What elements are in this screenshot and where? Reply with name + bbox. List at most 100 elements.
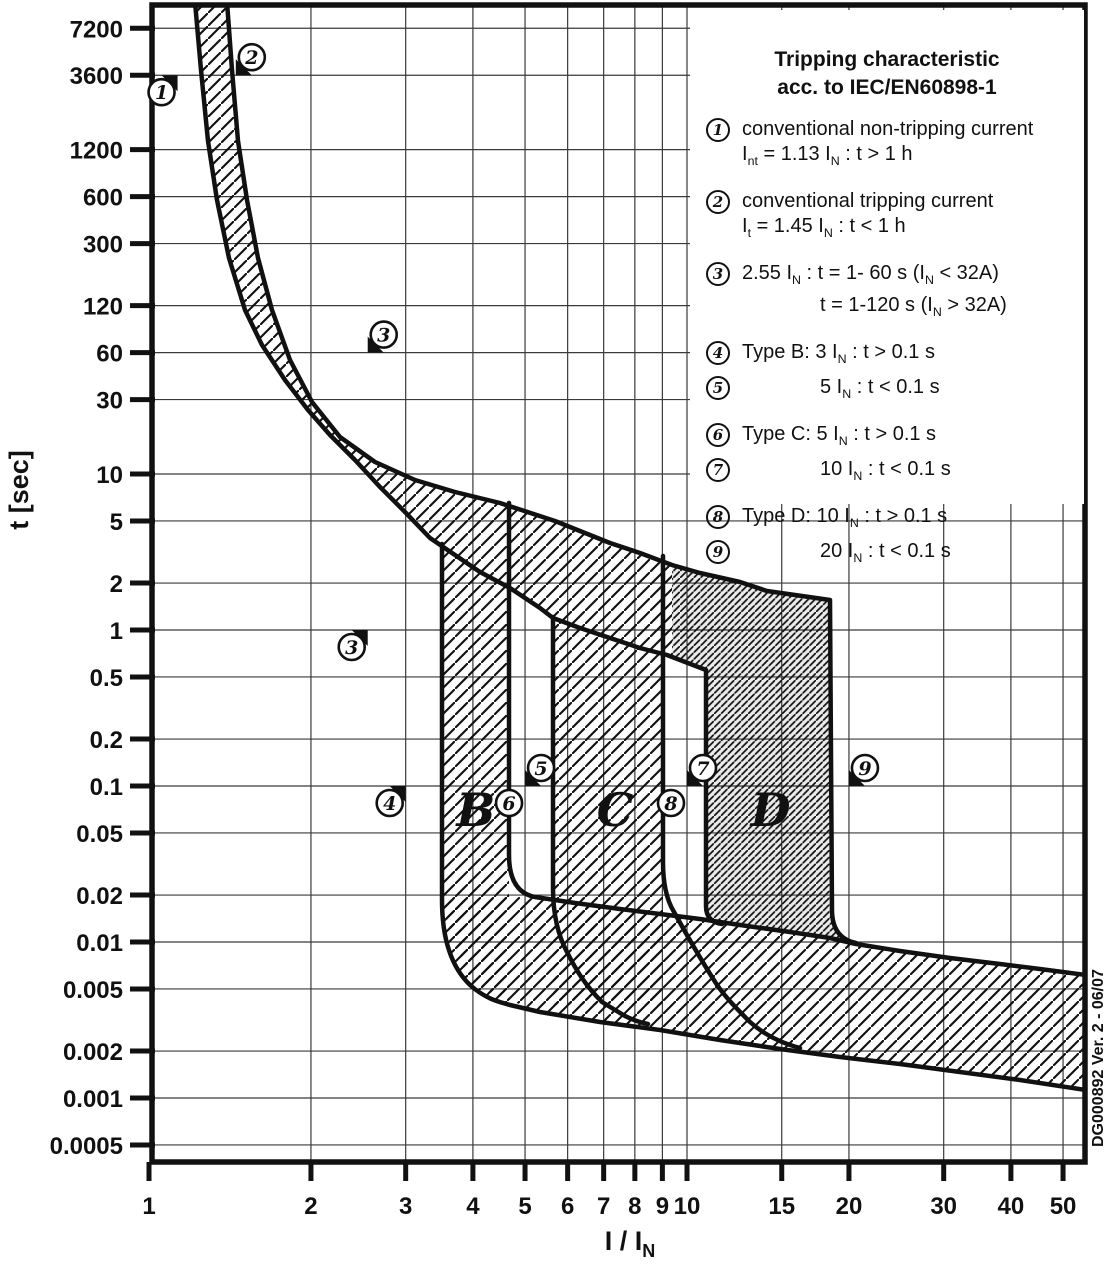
- legend-item-6: 6 Type C: 5 IN : t > 0.1 s: [690, 422, 1084, 454]
- legend-item-text: conventional tripping current It = 1.45 I…: [742, 190, 994, 240]
- legend-item-text: 2.55 IN : t = 1- 60 s (IN < 32A) t = 1-12…: [742, 262, 1007, 319]
- marker-number: 9: [858, 758, 871, 780]
- type-b-upper-limit: [506, 500, 1085, 978]
- x-tick-label-2: 2: [304, 1193, 317, 1220]
- legend-title: Tripping characteristic acc. to IEC/EN60…: [690, 46, 1084, 102]
- legend-item-text: Type D: 10 IN : t > 0.1 s: [742, 505, 948, 530]
- legend-item-3: 3 2.55 IN : t = 1- 60 s (IN < 32A) t = 1-1…: [690, 261, 1084, 325]
- marker-circle: [656, 788, 686, 818]
- y-tick-label-1: 1: [110, 618, 123, 645]
- legend-item-number: 9: [706, 540, 730, 564]
- x-tick-label-20: 20: [836, 1193, 863, 1220]
- x-tick-label-10: 10: [674, 1193, 701, 1220]
- zone-label-C: C: [597, 783, 634, 837]
- y-tick-label-300: 300: [83, 232, 123, 259]
- y-tick-label-0.01: 0.01: [76, 930, 123, 957]
- x-tick-label-15: 15: [768, 1193, 795, 1220]
- non-tripping-curve-1.13: [193, 5, 725, 927]
- marker-8: 8: [656, 788, 686, 818]
- y-tick-label-5: 5: [110, 509, 123, 536]
- y-tick-label-60: 60: [96, 341, 123, 368]
- x-tick-label-9: 9: [656, 1193, 669, 1220]
- y-tick-label-600: 600: [83, 185, 123, 212]
- y-tick-label-10: 10: [96, 462, 123, 489]
- type-b-band-fill: [442, 544, 509, 1005]
- marker-circle: [237, 42, 267, 72]
- marker-5: 5: [525, 753, 556, 786]
- y-tick-label-0.002: 0.002: [63, 1039, 123, 1066]
- y-tick-label-0.05: 0.05: [76, 821, 123, 848]
- x-tick-label-50: 50: [1050, 1193, 1077, 1220]
- tripping-bands: [195, 5, 1085, 1090]
- legend-item-text: conventional non-tripping current Int = 1…: [742, 118, 1034, 168]
- marker-number: 3: [345, 637, 358, 659]
- marker-9: 9: [848, 753, 880, 786]
- marker-number: 5: [534, 758, 547, 780]
- marker-number: 1: [155, 82, 168, 104]
- marker-3: 3: [367, 320, 399, 353]
- y-tick-label-0.001: 0.001: [63, 1086, 123, 1113]
- marker-number: 6: [502, 793, 515, 815]
- y-tick-label-2: 2: [110, 571, 123, 598]
- marker-number: 3: [377, 325, 390, 347]
- marker-circle: [494, 788, 524, 818]
- marker-7: 7: [687, 753, 718, 786]
- legend-box: Tripping characteristic acc. to IEC/EN60…: [690, 10, 1084, 565]
- type-c-lower-limit: [550, 614, 651, 1027]
- legend-item-8: 8 Type D: 10 IN : t > 0.1 s: [690, 504, 1084, 536]
- legend-item-number: 2: [706, 190, 730, 214]
- marker-number: 2: [244, 47, 258, 69]
- zone-label-D: D: [749, 783, 791, 837]
- x-tick-label-5: 5: [518, 1193, 531, 1220]
- legend-item-text: Type C: 5 IN : t > 0.1 s: [742, 423, 937, 448]
- marker-3: 3: [337, 630, 368, 662]
- type-c-upper-limit: [660, 553, 803, 1051]
- instantaneous-band-fill: [442, 896, 1085, 1090]
- y-tick-label-7200: 7200: [70, 16, 123, 43]
- marker-2: 2: [235, 42, 267, 76]
- legend-item-5: 5 5 IN : t < 0.1 s: [690, 375, 1084, 407]
- thermal-band-fill: [195, 5, 672, 657]
- legend-item-number: 5: [706, 376, 730, 400]
- x-tick-label-8: 8: [628, 1193, 641, 1220]
- zone-label-B: B: [454, 783, 495, 837]
- marker-number: 4: [383, 793, 396, 815]
- legend-item-number: 3: [706, 262, 730, 286]
- legend-item-text: Type B: 3 IN : t > 0.1 s: [742, 341, 935, 366]
- marker-number: 8: [663, 793, 677, 815]
- legend-item-number: 1: [706, 118, 730, 142]
- y-tick-label-0.2: 0.2: [90, 727, 123, 754]
- legend-item-text: 10 IN : t < 0.1 s: [820, 458, 951, 483]
- type-d-band-fill: [672, 565, 856, 943]
- x-tick-label-30: 30: [930, 1193, 957, 1220]
- marker-4: 4: [375, 786, 406, 818]
- legend-item-number: 7: [706, 458, 730, 482]
- marker-circle: [369, 320, 399, 349]
- document-number-note: DG000892 Ver. 2 - 06/07: [1090, 969, 1107, 1147]
- legend-item-number: 4: [706, 341, 730, 365]
- y-tick-label-0.005: 0.005: [63, 977, 123, 1004]
- marker-6: 6: [494, 788, 524, 818]
- marker-circle: [147, 77, 176, 107]
- legend-items: 1 conventional non-tripping current Int = …: [690, 117, 1084, 571]
- x-tick-label-3: 3: [399, 1193, 412, 1220]
- x-tick-label-7: 7: [597, 1193, 610, 1220]
- legend-item-4: 4 Type B: 3 IN : t > 0.1 s: [690, 340, 1084, 372]
- legend-item-2: 2 conventional tripping current It = 1.45 …: [690, 189, 1084, 246]
- y-axis-title: t [sec]: [4, 450, 34, 530]
- x-tick-label-1: 1: [142, 1193, 155, 1220]
- legend-item-9: 9 20 IN : t < 0.1 s: [690, 539, 1084, 571]
- y-tick-label-0.5: 0.5: [90, 665, 123, 692]
- legend-item-text: 20 IN : t < 0.1 s: [820, 540, 951, 565]
- marker-circle: [688, 753, 718, 783]
- y-tick-label-3600: 3600: [70, 63, 123, 90]
- legend-item-number: 8: [706, 505, 730, 529]
- legend-item-number: 6: [706, 423, 730, 447]
- legend-title-line2: acc. to IEC/EN60898-1: [777, 76, 997, 99]
- marker-circle: [850, 753, 880, 783]
- y-tick-label-30: 30: [96, 388, 123, 415]
- y-tick-label-0.02: 0.02: [76, 883, 123, 910]
- y-tick-label-0.0005: 0.0005: [50, 1133, 123, 1160]
